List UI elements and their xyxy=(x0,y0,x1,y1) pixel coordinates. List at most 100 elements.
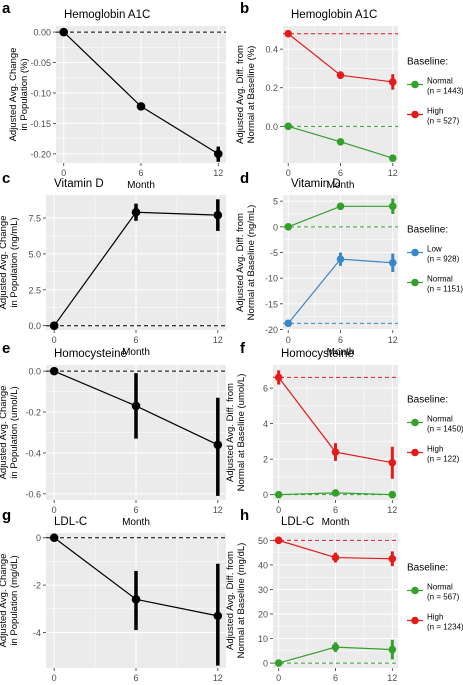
legend-title: Baseline: xyxy=(407,563,448,574)
data-point xyxy=(274,659,283,667)
y-tick-label: 0.00 xyxy=(33,28,51,38)
x-tick-label: 0 xyxy=(52,505,57,515)
y-axis-title: Adjusted Avg. Changein Population (%) xyxy=(8,48,30,142)
legend-title: Baseline: xyxy=(407,57,448,68)
x-tick-label: 6 xyxy=(333,505,338,515)
data-point xyxy=(336,255,345,263)
legend-key-point xyxy=(411,248,419,257)
panel-a: a Hemoglobin A1C 0.00 -0.05 -0.10 -0.15 -0.20 0… xyxy=(2,0,226,191)
x-axis-title: Month xyxy=(327,180,355,191)
data-point xyxy=(49,533,59,543)
x-axis-title: Month xyxy=(322,517,350,528)
chart-title: Homocysteine xyxy=(281,348,354,360)
y-tick-label: 0.2 xyxy=(265,83,278,93)
x-axis-title: Month xyxy=(122,347,150,358)
panel-letter: f xyxy=(240,340,246,357)
y-axis-title-line: in Population (ng/mL) xyxy=(9,217,20,307)
y-tick-label: -0.05 xyxy=(30,58,51,68)
data-point xyxy=(59,27,69,37)
y-axis-title-line: Normal at Baseline (ng/mL) xyxy=(246,205,257,321)
data-point xyxy=(388,154,397,162)
data-point xyxy=(388,490,397,499)
y-tick-label: -4 xyxy=(33,628,41,638)
data-point xyxy=(131,595,141,604)
x-tick-label: 12 xyxy=(213,168,223,178)
data-point xyxy=(213,210,223,220)
y-tick-label: -20 xyxy=(265,325,278,335)
data-point xyxy=(331,553,340,562)
panel-letter: e xyxy=(2,340,10,357)
y-tick-label: -0.4 xyxy=(25,448,41,458)
data-point xyxy=(284,223,293,231)
y-tick-label: 2 xyxy=(263,455,268,465)
x-tick-label: 6 xyxy=(338,168,343,178)
x-tick-label: 6 xyxy=(338,335,343,345)
x-tick-label: 0 xyxy=(52,335,57,345)
legend-label: Normal xyxy=(427,415,453,424)
legend-count: (n = 567) xyxy=(427,593,460,602)
y-axis-title-line: in Population (umol/L) xyxy=(9,386,20,478)
x-tick-label: 12 xyxy=(213,335,223,345)
y-tick-label: 5 xyxy=(273,197,278,207)
y-tick-label: -0.2 xyxy=(25,408,41,418)
legend-count: (n = 1234) xyxy=(427,623,463,632)
y-tick-label: 0 xyxy=(263,490,268,500)
y-tick-label: 0.0 xyxy=(265,122,278,132)
data-point xyxy=(213,611,223,621)
legend-label: High xyxy=(427,107,443,116)
y-tick-label: 4 xyxy=(263,419,268,429)
x-tick-label: 0 xyxy=(276,505,281,515)
y-tick-label: -0.6 xyxy=(25,489,41,499)
y-tick-label: -2 xyxy=(33,581,41,591)
data-point xyxy=(388,554,397,563)
y-axis-title: Adjusted Avg. Diff. fromNormal at Baseli… xyxy=(225,543,247,659)
chart-title: LDL-C xyxy=(54,516,87,528)
panel-letter: a xyxy=(2,0,11,17)
data-point xyxy=(274,536,283,545)
x-axis-title: Month xyxy=(122,517,150,528)
y-axis-title-line: in Population (mg/dL) xyxy=(9,555,20,645)
legend-key-point xyxy=(411,110,419,119)
y-axis-title: Adjusted Avg. Diff. fromNormal at Baseli… xyxy=(235,205,257,321)
x-tick-label: 0 xyxy=(286,168,291,178)
data-point xyxy=(331,643,340,651)
legend-count: (n = 527) xyxy=(427,117,460,126)
legend-title: Baseline: xyxy=(407,395,448,406)
panel-e: e Homocysteine 0.0 -0.2 -0.4 -0.6 0 6 12 Month Adj… xyxy=(0,340,226,528)
data-point xyxy=(274,490,283,499)
x-tick-label: 0 xyxy=(276,673,281,683)
x-tick-label: 12 xyxy=(388,168,398,178)
y-axis-title-line: in Population (%) xyxy=(19,58,30,130)
panel-letter: c xyxy=(2,170,10,187)
legend-count: (n = 122) xyxy=(427,455,460,464)
data-point xyxy=(388,645,397,654)
x-tick-label: 0 xyxy=(286,335,291,345)
y-axis-title-line: Adjusted Avg. Change xyxy=(0,554,9,648)
y-tick-label: 0.0 xyxy=(28,367,41,377)
y-tick-label: -0.20 xyxy=(30,149,51,159)
y-tick-label: 5.0 xyxy=(28,249,41,259)
panel-letter: d xyxy=(240,170,249,187)
y-tick-label: 30 xyxy=(258,585,268,595)
data-point xyxy=(388,78,397,86)
panel-letter: g xyxy=(2,507,11,524)
legend-label: Normal xyxy=(427,275,453,284)
y-axis-title-line: Normal at Baseline (umol/L) xyxy=(236,374,247,492)
legend-key-point xyxy=(411,616,419,625)
data-point xyxy=(131,207,141,217)
y-tick-label: 2.5 xyxy=(28,285,41,295)
x-tick-label: 6 xyxy=(133,505,138,515)
data-point xyxy=(284,122,293,131)
panel-b: b Hemoglobin A1C 0.4 0.2 0.0 0 6 12 Month Adjuste… xyxy=(235,0,463,191)
data-point xyxy=(213,440,223,450)
data-point xyxy=(388,202,397,211)
data-point xyxy=(388,458,397,467)
legend-key-point xyxy=(411,418,419,427)
legend-label: Normal xyxy=(427,583,453,592)
x-tick-label: 12 xyxy=(213,673,223,683)
legend-count: (n = 928) xyxy=(427,255,460,264)
y-tick-label: 0.0 xyxy=(28,321,41,331)
